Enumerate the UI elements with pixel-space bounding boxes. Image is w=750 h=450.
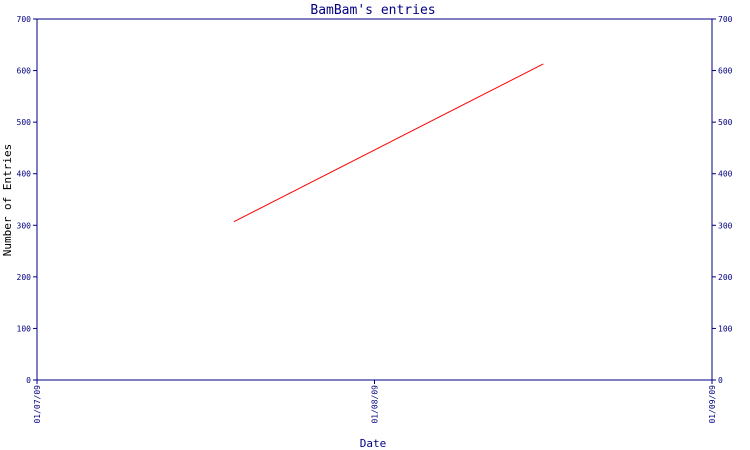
y-tick-label-right: 100 xyxy=(718,324,733,333)
y-tick-label-left: 700 xyxy=(17,15,32,24)
x-axis-label: Date xyxy=(360,437,387,450)
series-group xyxy=(233,63,544,223)
y-tick-label-right: 0 xyxy=(718,376,723,385)
series-line xyxy=(233,63,544,223)
left-y-ticks: 0 100 200 300 400 500 600 700 xyxy=(17,15,37,385)
chart-title: BamBam's entries xyxy=(310,3,435,18)
x-tick-label: 01/08/09 xyxy=(371,385,380,424)
y-tick-label-right: 300 xyxy=(718,221,733,230)
y-tick-label-right: 500 xyxy=(718,118,733,127)
y-axis-label: Number of Entries xyxy=(1,144,14,257)
y-tick-label-left: 400 xyxy=(17,170,32,179)
y-tick-label-left: 200 xyxy=(17,273,32,282)
x-ticks: 01/07/09 01/08/09 01/09/09 xyxy=(33,380,717,424)
y-tick-label-left: 500 xyxy=(17,118,32,127)
y-tick-label-left: 600 xyxy=(17,67,32,76)
plot-frame xyxy=(36,18,713,381)
y-tick-label-left: 100 xyxy=(17,324,32,333)
y-tick-label-left: 300 xyxy=(17,221,32,230)
x-tick-label: 01/09/09 xyxy=(708,385,717,424)
y-tick-label-right: 400 xyxy=(718,170,733,179)
x-tick-label: 01/07/09 xyxy=(33,385,42,424)
y-tick-label-right: 700 xyxy=(718,15,733,24)
y-tick-label-left: 0 xyxy=(26,376,31,385)
right-y-ticks: 0 100 200 300 400 500 600 700 xyxy=(712,15,733,385)
y-tick-label-right: 200 xyxy=(718,273,733,282)
y-tick-label-right: 600 xyxy=(718,67,733,76)
